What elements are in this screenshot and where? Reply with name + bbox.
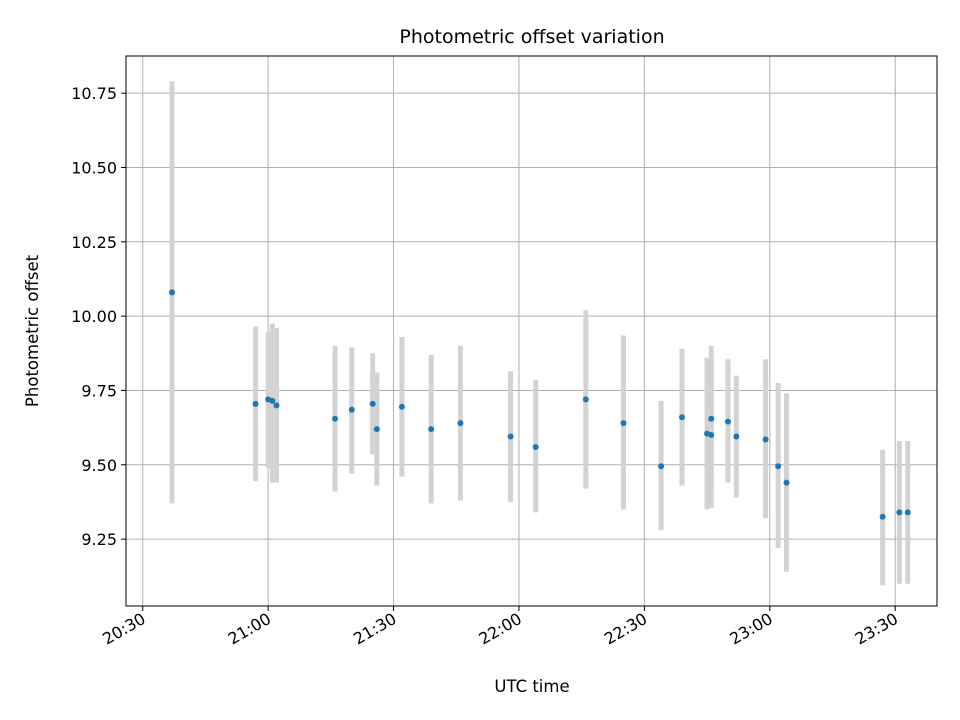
data-point: [252, 400, 259, 407]
y-axis-label: Photometric offset: [23, 254, 42, 407]
x-axis-label: UTC time: [494, 677, 569, 696]
y-axis-ticks: 9.25 9.50 9.75 10.00 10.25 10.50 10.75: [71, 84, 126, 549]
data-point: [762, 436, 769, 443]
data-point: [269, 397, 276, 404]
data-point: [273, 402, 280, 409]
data-point: [582, 396, 589, 403]
data-point: [775, 463, 782, 470]
y-tick-label: 9.25: [81, 530, 117, 549]
data-point: [733, 433, 740, 440]
y-tick-label: 10.25: [71, 233, 117, 252]
data-point: [708, 432, 715, 439]
plot-frame: [125, 55, 938, 607]
data-point: [904, 509, 911, 516]
data-point: [879, 513, 886, 520]
data-point: [457, 420, 464, 427]
y-tick-label: 9.75: [81, 381, 117, 400]
data-point: [896, 509, 903, 516]
data-points: [168, 289, 911, 520]
data-point: [708, 415, 715, 422]
data-point: [428, 426, 435, 433]
data-point: [398, 403, 405, 410]
y-tick-label: 10.50: [71, 158, 117, 177]
y-tick-label: 9.50: [81, 456, 117, 475]
data-point: [507, 433, 514, 440]
data-point: [678, 414, 685, 421]
data-point: [658, 463, 665, 470]
chart-title: Photometric offset variation: [399, 26, 664, 48]
data-point: [724, 418, 731, 425]
y-tick-label: 10.00: [71, 307, 117, 326]
data-point: [369, 400, 376, 407]
data-point: [332, 415, 339, 422]
data-point: [783, 479, 790, 486]
data-point: [373, 426, 380, 433]
grid: [126, 56, 937, 606]
data-point: [620, 420, 627, 427]
data-point: [168, 289, 175, 296]
data-point: [348, 406, 355, 413]
y-tick-label: 10.75: [71, 84, 117, 103]
data-point: [532, 443, 539, 450]
